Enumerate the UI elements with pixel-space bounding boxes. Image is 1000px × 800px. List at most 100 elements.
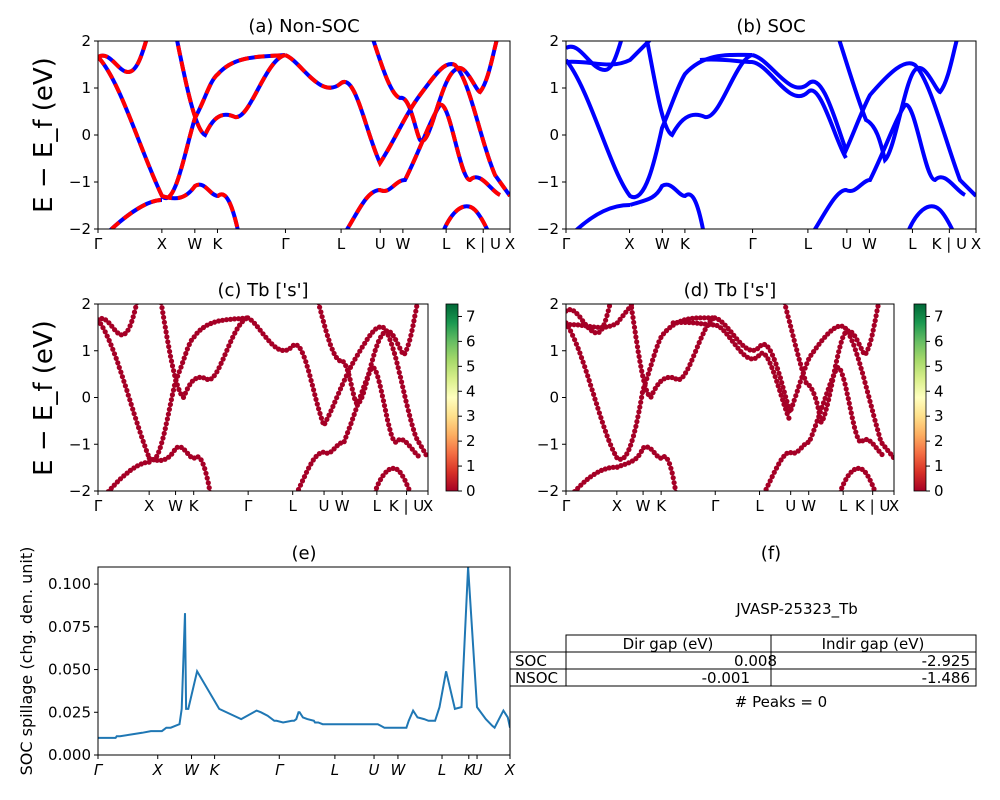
band-b-11 xyxy=(699,57,848,160)
k-point-label: L xyxy=(804,235,813,253)
band-point xyxy=(771,369,777,375)
band-point xyxy=(100,325,106,331)
band-point xyxy=(640,373,646,379)
band-point xyxy=(734,336,740,342)
band-point xyxy=(804,361,810,367)
k-point-label: K | U xyxy=(466,235,501,253)
band-point xyxy=(776,370,782,376)
band-point xyxy=(106,320,112,326)
band-point xyxy=(111,482,117,488)
band-point xyxy=(779,380,785,386)
table-header-indir-gap: Indir gap (eV) xyxy=(822,635,925,653)
band-point xyxy=(634,419,640,425)
band-point xyxy=(395,341,401,347)
band-point xyxy=(822,334,828,340)
band-point xyxy=(200,461,206,467)
band-point xyxy=(570,332,576,338)
band-point xyxy=(669,470,675,476)
band-point xyxy=(847,405,853,411)
band-b-1 xyxy=(566,52,753,200)
band-point xyxy=(375,374,381,380)
band-point xyxy=(340,359,346,365)
band-point xyxy=(407,412,413,418)
band-point xyxy=(339,382,345,388)
band-point xyxy=(313,396,319,402)
band-point xyxy=(784,309,790,315)
band-point xyxy=(866,394,872,400)
y-tick-label: 0.025 xyxy=(48,703,91,721)
band-point xyxy=(789,328,795,334)
band-point xyxy=(130,314,136,320)
band-point xyxy=(203,470,209,476)
colorbar-tick-label: 0 xyxy=(466,482,476,500)
band-point xyxy=(843,386,849,392)
band-point xyxy=(780,384,786,390)
band-b-2 xyxy=(751,53,976,198)
band-point xyxy=(598,415,604,421)
band-point xyxy=(773,361,779,367)
band-point xyxy=(871,486,877,491)
y-tick-label: −2 xyxy=(69,482,91,500)
band-point xyxy=(414,436,420,442)
band-point xyxy=(394,360,400,366)
band-point xyxy=(781,295,786,300)
band-point xyxy=(596,410,603,416)
band-point xyxy=(125,327,131,333)
band-a-6 xyxy=(344,102,502,229)
y-tick-label: −1 xyxy=(69,173,91,191)
band-point xyxy=(785,314,791,320)
panel-e-y-axis: 0.000 0.025 0.050 0.075 0.100 xyxy=(48,575,98,764)
band-point xyxy=(879,440,885,446)
band-point xyxy=(623,309,629,315)
band-point xyxy=(387,337,393,343)
band-point xyxy=(134,420,140,426)
band-point xyxy=(223,317,230,323)
band-point xyxy=(158,295,163,300)
k-point-label: W xyxy=(636,497,651,515)
band-point xyxy=(831,368,838,374)
k-point-label: U xyxy=(841,235,852,253)
colorbar-tick-label: 7 xyxy=(466,307,476,325)
band-point xyxy=(579,322,585,328)
band-point xyxy=(237,322,243,328)
band-point xyxy=(875,304,881,309)
band-point xyxy=(668,465,674,471)
band-point xyxy=(635,349,641,355)
band-point xyxy=(780,397,786,403)
band-point xyxy=(318,415,324,421)
band-point xyxy=(664,456,671,462)
band-point xyxy=(793,393,799,399)
band-point xyxy=(842,381,848,387)
band-point xyxy=(371,352,377,358)
band-point xyxy=(811,349,817,355)
band-point xyxy=(794,347,800,353)
panel-c-colorbar xyxy=(445,303,459,492)
band-point xyxy=(308,377,314,384)
band-point xyxy=(728,329,734,335)
band-point xyxy=(409,422,415,428)
k-point-label: L xyxy=(289,497,298,515)
band-point xyxy=(367,333,373,339)
panel-a-bands xyxy=(98,41,510,229)
band-point xyxy=(637,404,643,410)
band-point xyxy=(591,391,597,397)
band-point xyxy=(869,482,875,488)
band-point xyxy=(251,320,258,326)
band-point xyxy=(411,318,417,324)
band-point xyxy=(693,348,699,354)
band-point xyxy=(146,459,152,465)
band-point xyxy=(748,356,754,362)
k-point-label: U xyxy=(319,497,330,515)
band-point xyxy=(806,382,812,389)
band-point xyxy=(808,352,814,358)
band-point xyxy=(341,439,347,445)
band-point xyxy=(164,334,170,340)
panel-f-gap-table: (f) JVASP-25323_Tb Dir gap (eV) Indir ga… xyxy=(509,543,977,711)
band-point xyxy=(678,319,684,325)
band-point xyxy=(344,367,351,373)
band-point xyxy=(778,457,784,463)
band-point xyxy=(413,308,419,314)
band-point xyxy=(620,313,626,319)
